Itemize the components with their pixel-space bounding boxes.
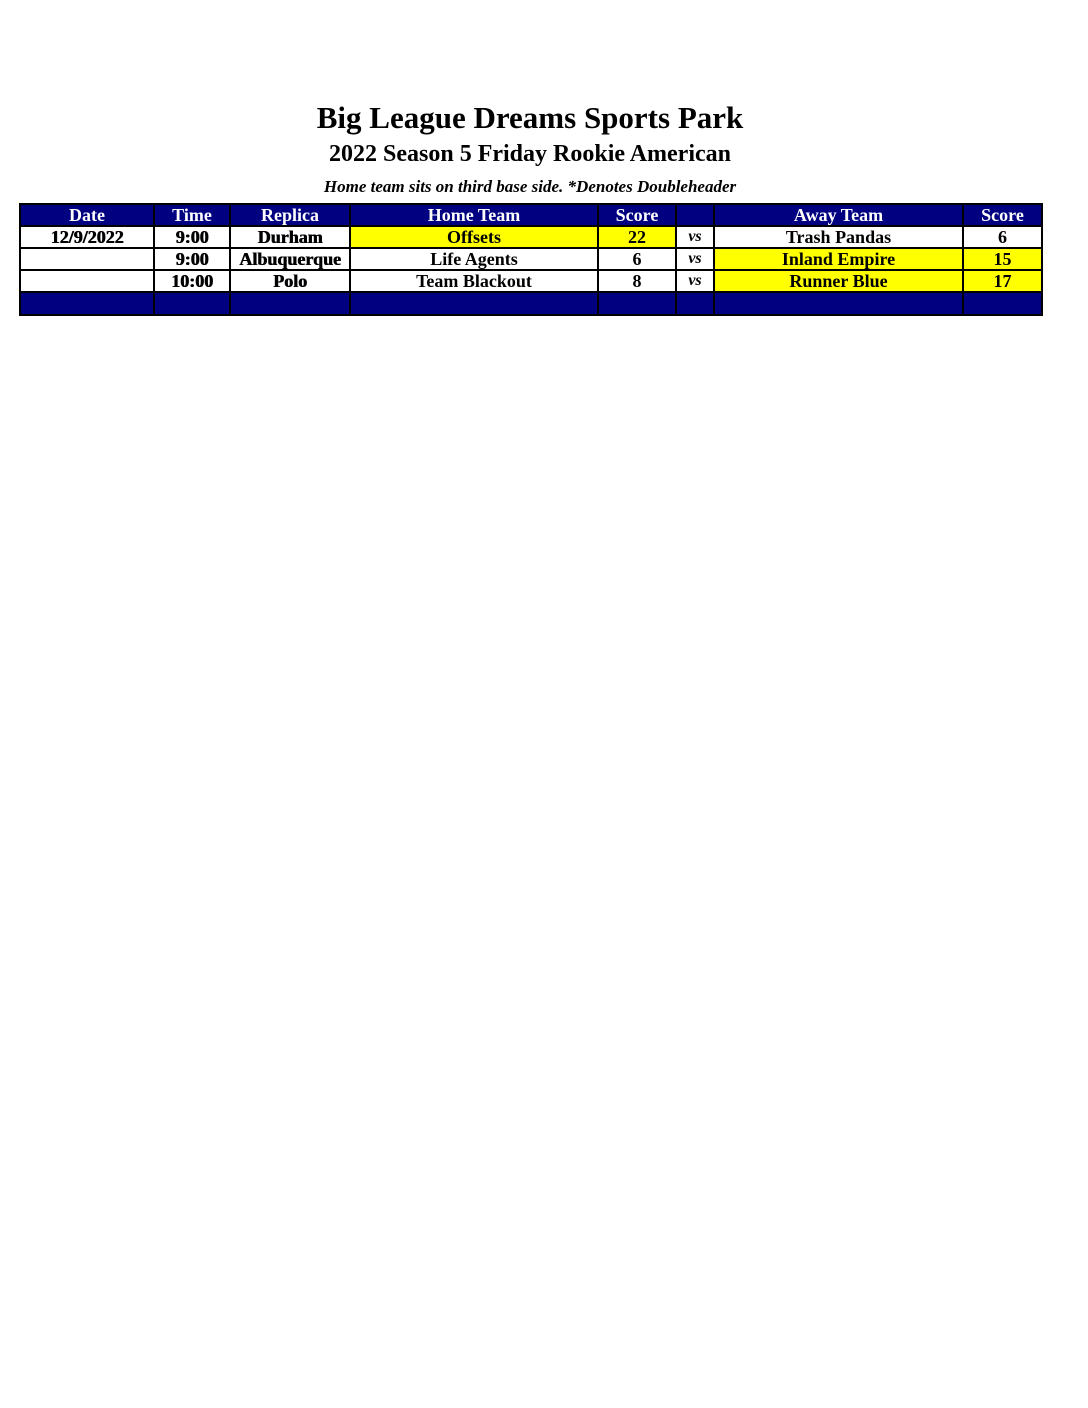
footer-cell <box>675 291 715 316</box>
footer-cell <box>153 291 231 316</box>
header-date: Date <box>19 203 155 227</box>
table-row: 9:00 Albuquerque Life Agents 6 vs Inland Empi… <box>19 247 1043 271</box>
header-time: Time <box>153 203 231 227</box>
page-note: Home team sits on third base side. *Deno… <box>323 177 737 196</box>
home-team-cell: Team Blackout <box>349 269 599 293</box>
home-score-cell: 8 <box>597 269 677 293</box>
footer-cell <box>229 291 351 316</box>
home-score-cell: 6 <box>597 247 677 271</box>
vs-cell: vs <box>675 247 715 271</box>
footer-row <box>19 291 1043 316</box>
header-away-team: Away Team <box>713 203 964 227</box>
page-subtitle: 2022 Season 5 Friday Rookie American <box>329 141 731 167</box>
replica-cell: Albuquerque <box>229 247 351 271</box>
home-team-cell: Offsets <box>349 225 599 249</box>
header-home-score: Score <box>597 203 677 227</box>
away-score-cell: 15 <box>962 247 1043 271</box>
header-home-team: Home Team <box>349 203 599 227</box>
time-cell: 10:00 <box>153 269 231 293</box>
time-cell: 9:00 <box>153 247 231 271</box>
replica-cell: Durham <box>229 225 351 249</box>
table-row: 10:00 Polo Team Blackout 8 vs Runner Blue 17 <box>19 269 1043 293</box>
header-vs <box>675 203 715 227</box>
replica-cell: Polo <box>229 269 351 293</box>
footer-cell <box>713 291 964 316</box>
away-team-cell: Inland Empire <box>713 247 964 271</box>
vs-cell: vs <box>675 269 715 293</box>
away-team-cell: Runner Blue <box>713 269 964 293</box>
header-row: Date Time Replica Home Team Score Away T… <box>19 203 1043 227</box>
schedule-table: Date Time Replica Home Team Score Away T… <box>19 203 1043 316</box>
header-away-score: Score <box>962 203 1043 227</box>
table-row: 12/9/2022 9:00 Durham Offsets 22 vs Trash Pand… <box>19 225 1043 249</box>
away-score-cell: 17 <box>962 269 1043 293</box>
footer-cell <box>962 291 1043 316</box>
away-team-cell: Trash Pandas <box>713 225 964 249</box>
date-cell <box>19 269 155 293</box>
date-cell: 12/9/2022 <box>19 225 155 249</box>
page-title: Big League Dreams Sports Park <box>316 100 744 135</box>
time-cell: 9:00 <box>153 225 231 249</box>
vs-cell: vs <box>675 225 715 249</box>
away-score-cell: 6 <box>962 225 1043 249</box>
header-replica: Replica <box>229 203 351 227</box>
footer-cell <box>19 291 155 316</box>
footer-cell <box>597 291 677 316</box>
date-cell <box>19 247 155 271</box>
footer-cell <box>349 291 599 316</box>
home-score-cell: 22 <box>597 225 677 249</box>
home-team-cell: Life Agents <box>349 247 599 271</box>
